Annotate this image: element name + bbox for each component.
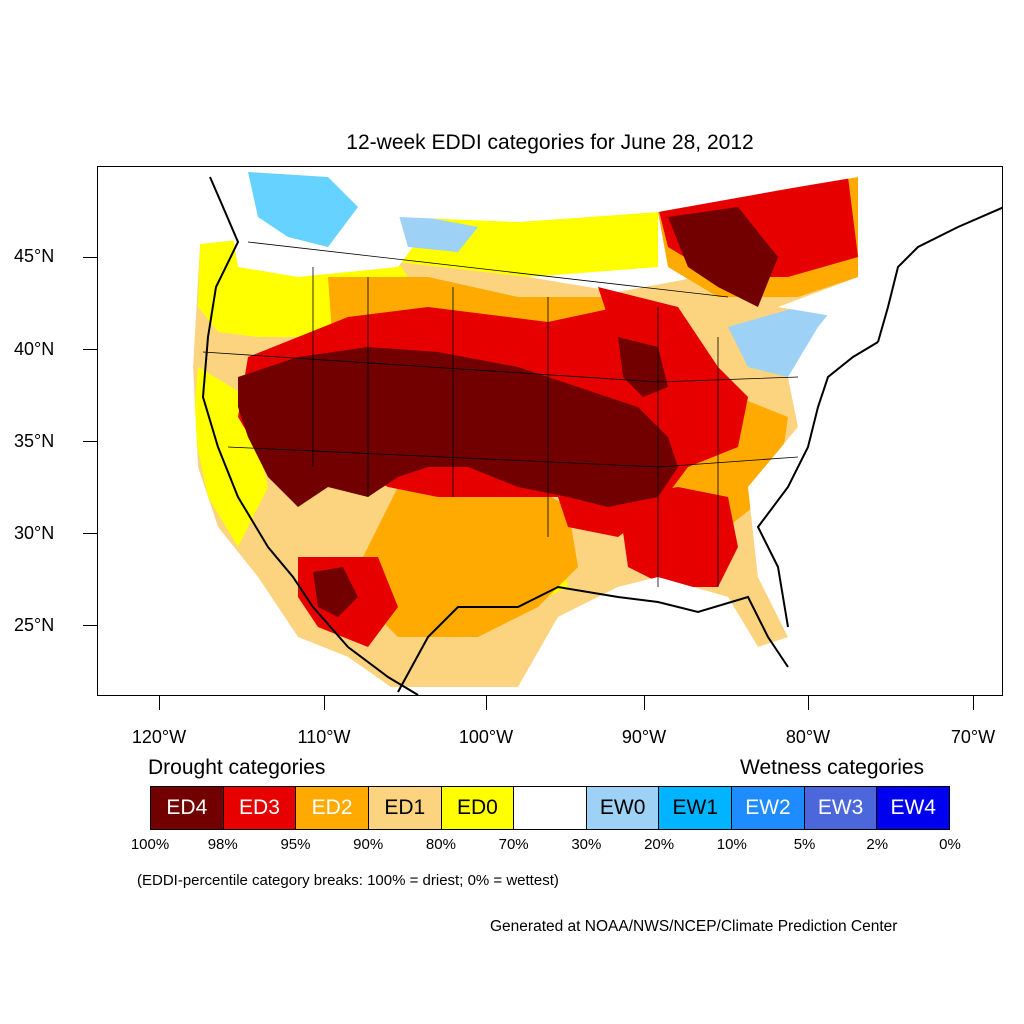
lon-label-120w: 120°W [131, 727, 187, 747]
legend-swatch-ed4: ED4 [151, 787, 224, 829]
lon-label-110w: 110°W [297, 727, 351, 747]
lat-label-45: 45°N [14, 246, 55, 266]
drought-categories-title: Drought categories [148, 756, 326, 779]
lat-tick [83, 533, 97, 534]
coastlines [201, 176, 1002, 695]
lat-tick [83, 257, 97, 258]
legend-swatch-ed0: ED0 [441, 787, 515, 829]
break-label: 80% [425, 836, 456, 853]
category-note: (EDDI-percentile category breaks: 100% =… [137, 872, 559, 889]
break-label: 30% [571, 836, 602, 853]
break-label: 90% [353, 836, 384, 853]
lon-tick [486, 696, 487, 710]
lat-tick [83, 349, 97, 350]
break-label: 5% [793, 836, 816, 853]
lat-label-40: 40°N [14, 339, 55, 359]
ew1-northwest [248, 172, 358, 247]
credit-line: Generated at NOAA/NWS/NCEP/Climate Predi… [490, 918, 898, 935]
lon-tick [808, 696, 809, 710]
lat-label-25: 25°N [14, 615, 55, 635]
outside-domain-south [98, 577, 1002, 695]
lon-label-70w: 70°W [950, 727, 996, 747]
ed4-canada [668, 207, 778, 307]
break-label: 2% [866, 836, 889, 853]
map-title: 12-week EDDI categories for June 28, 201… [346, 131, 754, 154]
lat-tick [83, 625, 97, 626]
lon-tick [324, 696, 325, 710]
legend-swatch-ew3: EW3 [804, 787, 878, 829]
legend-swatch-ed3: ED3 [223, 787, 297, 829]
legend-swatch-ed1: ED1 [368, 787, 442, 829]
eddi-map [98, 167, 1002, 695]
break-label: 20% [644, 836, 675, 853]
map-frame [97, 166, 1003, 696]
lon-tick [159, 696, 160, 710]
legend-swatch-ew2: EW2 [732, 787, 805, 829]
legend-swatch-ew1: EW1 [659, 787, 733, 829]
lon-label-80w: 80°W [785, 727, 831, 747]
legend-swatch-neutral [514, 787, 587, 829]
lon-tick [973, 696, 974, 710]
break-label: 98% [207, 836, 238, 853]
lon-label-100w: 100°W [458, 727, 514, 747]
break-label: 70% [498, 836, 529, 853]
ed2-south [348, 477, 578, 637]
legend-swatch-ed2: ED2 [296, 787, 369, 829]
lon-tick [644, 696, 645, 710]
category-legend: ED4 ED3 ED2 ED1 ED0 EW0 EW1 EW2 EW3 EW4 [150, 786, 950, 830]
outside-domain-top [238, 167, 858, 222]
lat-label-30: 30°N [14, 523, 55, 543]
break-label: 10% [716, 836, 747, 853]
ed4-mexico [313, 567, 358, 617]
legend-swatch-ew0: EW0 [586, 787, 660, 829]
break-label: 100% [130, 836, 170, 853]
ew0-northwest [398, 212, 478, 252]
ed4-core [238, 347, 678, 507]
lat-tick [83, 441, 97, 442]
lon-label-90w: 90°W [621, 727, 667, 747]
outside-domain-west [98, 167, 398, 692]
lat-label-35: 35°N [14, 431, 55, 451]
wetness-categories-title: Wetness categories [740, 756, 925, 779]
legend-swatch-ew4: EW4 [877, 787, 950, 829]
break-label: 95% [280, 836, 311, 853]
state-borders [202, 241, 799, 587]
ed3-southeast [618, 487, 738, 587]
outside-domain-east [748, 167, 1002, 637]
break-label: 0% [939, 836, 961, 853]
